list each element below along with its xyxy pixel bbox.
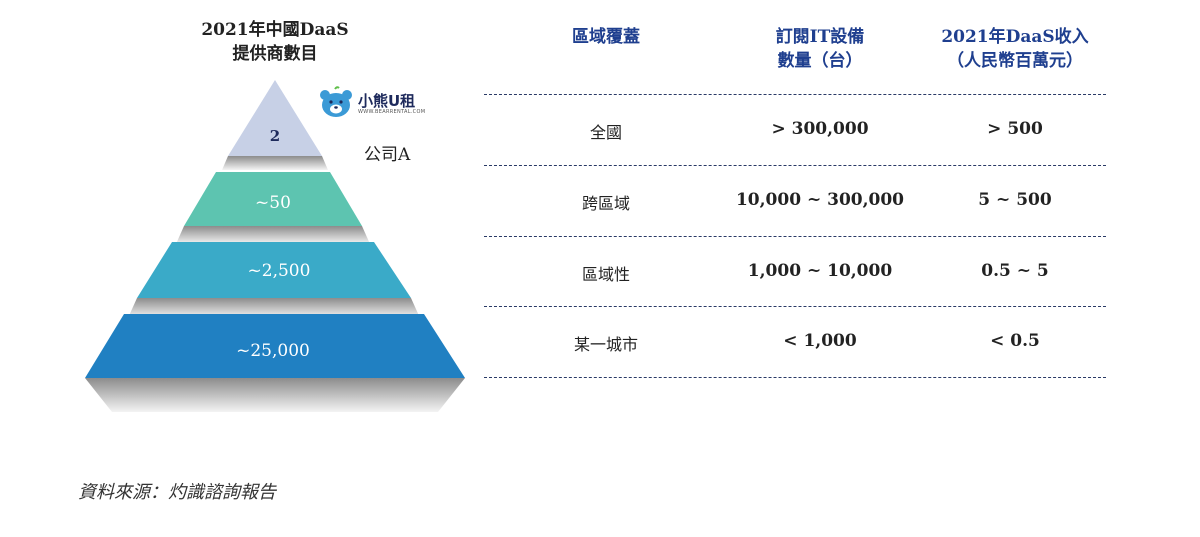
table-separator <box>484 377 1106 378</box>
row-devices: < 1,000 <box>783 331 857 351</box>
tier-3-label: ~2,500 <box>247 261 311 281</box>
tier-3-shape <box>137 242 411 298</box>
logo-url: WWW.BEARRENTAL.COM <box>358 109 426 115</box>
tier-4-shape <box>85 314 465 378</box>
row-region: 全國 <box>589 123 622 142</box>
row-devices: 1,000 ~ 10,000 <box>747 261 893 281</box>
pyramid <box>85 80 465 412</box>
row-region: 某一城市 <box>573 335 638 354</box>
pyramid-title: 2021年中國DaaS 提供商數目 <box>150 18 400 66</box>
row-region: 區域性 <box>581 265 630 284</box>
tier-2-shadow <box>176 226 370 244</box>
tier-1-shape <box>228 80 322 156</box>
tier-2-shape <box>184 172 362 226</box>
tier-1-label: 2 <box>269 127 281 145</box>
tier-3-shadow <box>128 298 420 318</box>
pyramid-title-line2: 提供商數目 <box>232 44 318 64</box>
table-separator <box>484 306 1106 307</box>
header-revenue: 2021年DaaS收入 （人民幣百萬元） <box>920 25 1110 73</box>
row-revenue: 5 ~ 500 <box>978 190 1052 210</box>
bear-rental-logo: 小熊U租 WWW.BEARRENTAL.COM <box>318 86 428 120</box>
header-devices-line1: 訂閱IT設備 <box>775 27 865 47</box>
header-region: 區域覆蓋 <box>572 27 640 47</box>
logo-name: 小熊U租 <box>358 92 416 110</box>
table-separator <box>484 94 1106 95</box>
tier-4-shadow <box>85 378 465 412</box>
row-revenue: 0.5 ~ 5 <box>981 261 1049 281</box>
row-revenue: < 0.5 <box>990 331 1040 351</box>
row-region: 跨區域 <box>581 194 630 213</box>
row-devices: 10,000 ~ 300,000 <box>735 190 905 210</box>
row-devices: > 300,000 <box>771 119 869 139</box>
tier-2-label: ~50 <box>255 193 291 213</box>
header-revenue-line2: （人民幣百萬元） <box>947 51 1083 71</box>
company-a-label: 公司A <box>364 145 411 165</box>
tier-1-shadow <box>222 156 328 170</box>
bear-logo-icon <box>320 86 352 117</box>
header-devices-line2: 數量（台） <box>777 51 863 71</box>
row-revenue: > 500 <box>987 119 1043 139</box>
pyramid-title-line1: 2021年中國DaaS <box>201 20 349 40</box>
table-separator <box>484 165 1106 166</box>
source-note: 資料來源：灼識諮詢報告 <box>78 482 276 503</box>
tier-4-label: ~25,000 <box>236 341 310 361</box>
table-separator <box>484 236 1106 237</box>
header-devices: 訂閱IT設備 數量（台） <box>740 25 900 73</box>
header-revenue-line1: 2021年DaaS收入 <box>941 27 1089 47</box>
